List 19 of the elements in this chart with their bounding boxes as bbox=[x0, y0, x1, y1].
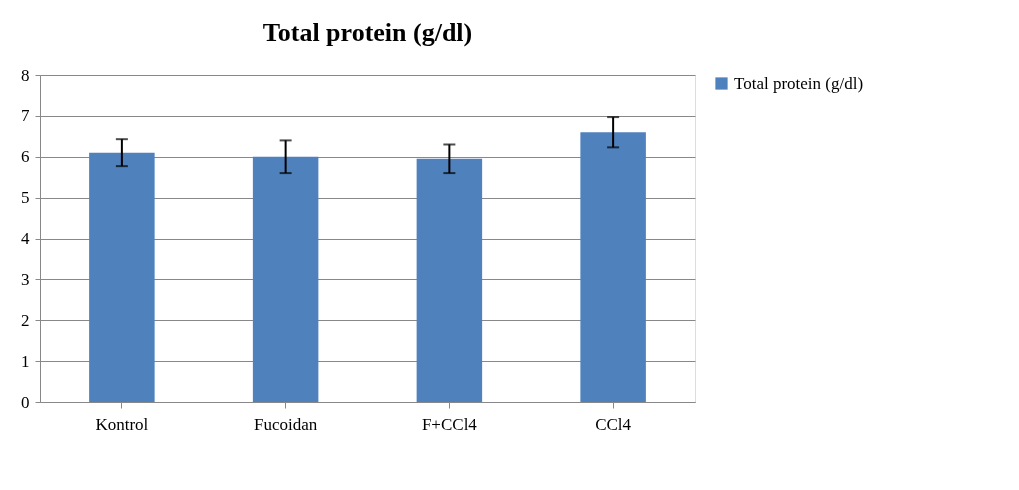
y-tick-label: 6 bbox=[21, 147, 30, 167]
x-tick-label: Kontrol bbox=[95, 414, 149, 434]
y-tick-label: 3 bbox=[21, 269, 30, 289]
chart-title: Total protein (g/dl) bbox=[262, 18, 473, 47]
bar bbox=[252, 156, 319, 402]
y-tick-label: 1 bbox=[21, 351, 30, 371]
bar bbox=[89, 152, 155, 402]
x-tick-label: CCl4 bbox=[595, 414, 632, 434]
bar bbox=[580, 132, 646, 402]
bar bbox=[416, 158, 483, 402]
legend-label: Total protein (g/dl) bbox=[734, 73, 864, 93]
y-tick-label: 5 bbox=[21, 188, 30, 208]
y-tick-label: 8 bbox=[21, 65, 30, 85]
y-tick-label: 0 bbox=[21, 392, 30, 412]
y-tick-label: 7 bbox=[21, 106, 30, 126]
x-tick-label: Fucoidan bbox=[253, 414, 318, 434]
y-tick-label: 4 bbox=[21, 229, 30, 248]
y-tick-label: 2 bbox=[21, 310, 30, 330]
x-tick-label: F+CCl4 bbox=[421, 414, 478, 434]
